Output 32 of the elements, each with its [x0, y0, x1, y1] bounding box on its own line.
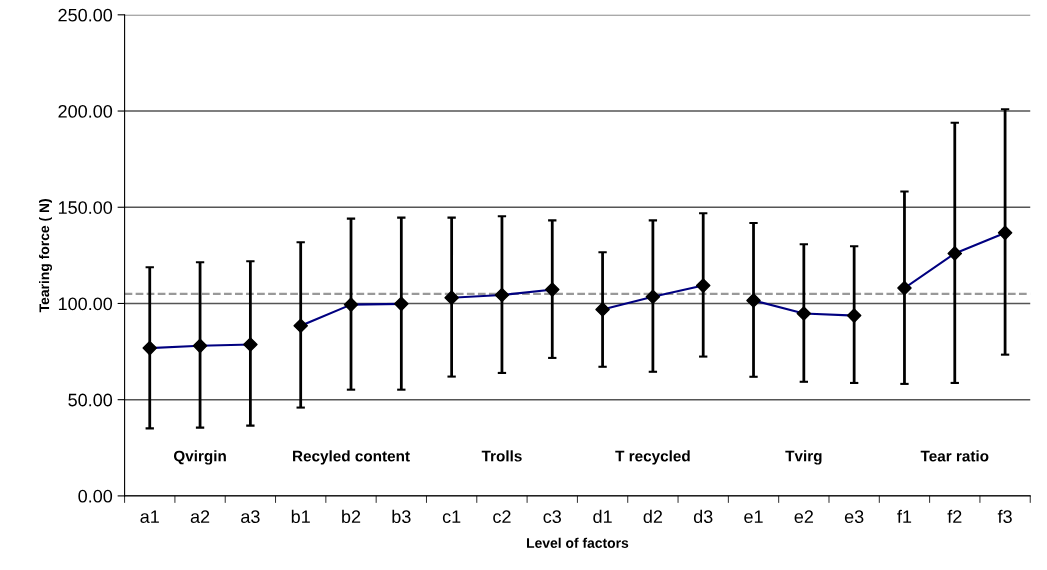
- x-tick-label: b3: [392, 509, 411, 524]
- y-tick-label: 100.00: [58, 297, 113, 311]
- x-tick-label: f3: [997, 509, 1012, 524]
- annotation: Tear ratio: [920, 450, 989, 462]
- x-tick-label: b1: [291, 509, 310, 524]
- x-tick-label: f1: [897, 509, 912, 523]
- x-tick-label: c1: [442, 510, 461, 524]
- annotation: Trolls: [481, 450, 522, 462]
- x-tick-label: f2: [947, 509, 962, 523]
- annotation: T recycled: [615, 450, 690, 465]
- x-tick-label: a1: [140, 510, 159, 524]
- x-tick-label: d1: [593, 509, 612, 524]
- x-tick-label: e1: [744, 510, 763, 524]
- y-tick-label: 0.00: [78, 489, 113, 503]
- x-tick-label: c2: [493, 510, 511, 524]
- x-tick-label: d3: [693, 509, 713, 524]
- x-axis-title: Level of factors: [527, 537, 629, 548]
- y-tick-label: 250.00: [58, 8, 113, 22]
- annotation: Qvirgin: [173, 450, 226, 465]
- y-axis-title: Tearing force ( N): [39, 199, 53, 313]
- y-tick-label: 150.00: [58, 201, 113, 214]
- y-tick-label: 200.00: [58, 104, 113, 118]
- x-tick-label: e2: [794, 510, 813, 524]
- x-tick-label: a2: [190, 510, 210, 524]
- y-tick-label: 50.00: [68, 393, 113, 407]
- annotation: Recyled content: [293, 450, 410, 465]
- annotation: Tvirg: [785, 450, 822, 465]
- x-tick-label: c3: [543, 510, 561, 524]
- x-tick-label: b2: [342, 509, 361, 524]
- x-tick-label: e3: [844, 510, 864, 524]
- x-tick-label: d2: [643, 509, 663, 524]
- x-tick-label: a3: [241, 510, 260, 524]
